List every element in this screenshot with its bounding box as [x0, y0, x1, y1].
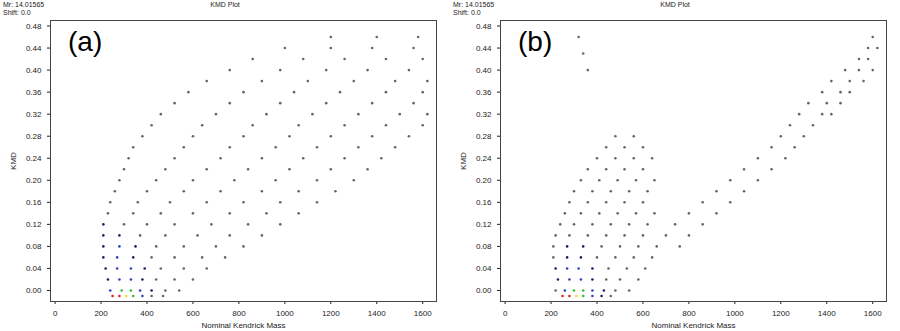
svg-text:1000: 1000 — [276, 309, 294, 318]
svg-text:400: 400 — [590, 309, 604, 318]
svg-text:0.16: 0.16 — [476, 198, 492, 207]
html-text:KMD Plot: KMD Plot — [210, 1, 240, 8]
svg-text:0.00: 0.00 — [476, 286, 492, 295]
svg-text:0.12: 0.12 — [476, 220, 492, 229]
html-text:Mr: 14.01565: Mr: 14.01565 — [3, 1, 45, 8]
svg-text:0.04: 0.04 — [476, 264, 492, 273]
svg-text:0.40: 0.40 — [476, 66, 492, 75]
svg-text:0: 0 — [503, 309, 508, 318]
svg-text:200: 200 — [544, 309, 558, 318]
svg-text:0.48: 0.48 — [26, 22, 42, 31]
svg-text:0.32: 0.32 — [26, 110, 42, 119]
svg-text:0.28: 0.28 — [476, 132, 492, 141]
svg-text:0: 0 — [53, 309, 58, 318]
svg-text:1600: 1600 — [414, 309, 432, 318]
svg-text:0.00: 0.00 — [26, 286, 42, 295]
svg-text:0.12: 0.12 — [26, 220, 42, 229]
svg-text:0.08: 0.08 — [26, 242, 42, 251]
html-text:(b): (b) — [518, 26, 553, 57]
svg-text:0.24: 0.24 — [26, 154, 42, 163]
svg-text:Nominal Kendrick Mass: Nominal Kendrick Mass — [201, 321, 285, 330]
svg-text:0.20: 0.20 — [26, 176, 42, 185]
svg-text:KMD: KMD — [9, 152, 18, 170]
svg-text:0.16: 0.16 — [26, 198, 42, 207]
html-text:(a): (a) — [68, 26, 103, 57]
svg-text:0.40: 0.40 — [26, 66, 42, 75]
svg-text:0.04: 0.04 — [26, 264, 42, 273]
svg-text:600: 600 — [186, 309, 200, 318]
svg-text:1200: 1200 — [772, 309, 790, 318]
svg-text:400: 400 — [140, 309, 154, 318]
svg-text:1200: 1200 — [322, 309, 340, 318]
svg-text:KMD: KMD — [459, 152, 468, 170]
svg-text:0.48: 0.48 — [476, 22, 492, 31]
svg-text:1600: 1600 — [864, 309, 882, 318]
svg-text:0.24: 0.24 — [476, 154, 492, 163]
html-text:Shift: 0.0: Shift: 0.0 — [3, 9, 31, 16]
svg-text:0.44: 0.44 — [476, 44, 492, 53]
svg-text:1400: 1400 — [818, 309, 836, 318]
html-text:Shift: 0.0: Shift: 0.0 — [453, 9, 481, 16]
svg-text:800: 800 — [232, 309, 246, 318]
svg-text:0.08: 0.08 — [476, 242, 492, 251]
svg-text:0.32: 0.32 — [476, 110, 492, 119]
svg-text:1000: 1000 — [726, 309, 744, 318]
svg-text:0.44: 0.44 — [26, 44, 42, 53]
svg-text:0.36: 0.36 — [476, 88, 492, 97]
svg-text:600: 600 — [636, 309, 650, 318]
svg-text:Nominal Kendrick Mass: Nominal Kendrick Mass — [651, 321, 735, 330]
svg-text:800: 800 — [682, 309, 696, 318]
svg-text:0.36: 0.36 — [26, 88, 42, 97]
html-text:Mr: 14.01565: Mr: 14.01565 — [453, 1, 495, 8]
svg-text:0.20: 0.20 — [476, 176, 492, 185]
svg-text:1400: 1400 — [368, 309, 386, 318]
html-text:KMD Plot: KMD Plot — [660, 1, 690, 8]
svg-text:200: 200 — [94, 309, 108, 318]
svg-text:0.28: 0.28 — [26, 132, 42, 141]
